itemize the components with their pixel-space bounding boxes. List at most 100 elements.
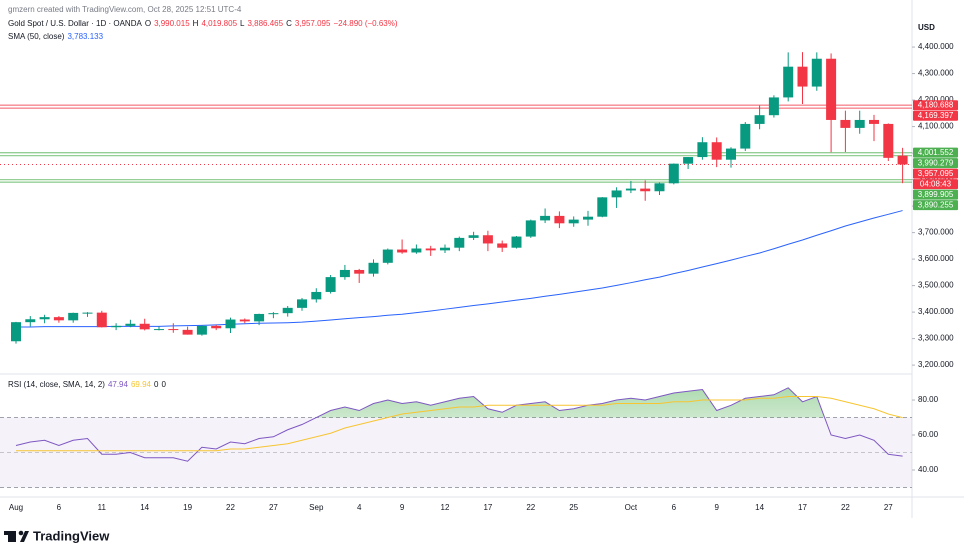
- candle-body: [311, 291, 322, 300]
- candle-body: [254, 313, 265, 322]
- x-tick-label: Oct: [625, 503, 638, 512]
- candle-body: [897, 155, 908, 165]
- candle-body: [754, 115, 765, 124]
- x-tick-label: 27: [884, 503, 893, 512]
- candle-body: [468, 235, 479, 238]
- y-tick-label: 4,100.000: [918, 122, 954, 131]
- ohlc-value: 3,886.465: [247, 19, 284, 28]
- change: −24.890 (−0.63%): [333, 19, 398, 28]
- candle-body: [826, 58, 837, 120]
- candle-body: [211, 325, 222, 329]
- price-label: 3,957.095: [918, 169, 954, 178]
- x-tick-label: 12: [441, 503, 450, 512]
- y-tick-label: 80.00: [918, 395, 939, 404]
- candle-body: [68, 312, 79, 321]
- candle-body: [482, 235, 493, 244]
- x-tick-label: 27: [269, 503, 278, 512]
- price-label-box: [913, 168, 958, 179]
- candle-body: [711, 142, 722, 160]
- candle-body: [597, 197, 608, 217]
- candle-body: [196, 325, 207, 335]
- symbol: Gold Spot / U.S. Dollar · 1D · OANDA: [8, 19, 142, 28]
- candle-body: [154, 329, 164, 331]
- candle-body: [339, 269, 350, 278]
- rsi-overbought-fill: [316, 387, 825, 418]
- candle-body: [411, 248, 422, 253]
- price-label: 3,890.255: [918, 200, 954, 209]
- candle-body: [797, 66, 808, 87]
- ohlc-value: 3,957.095: [294, 19, 331, 28]
- x-tick-label: 22: [226, 503, 235, 512]
- x-tick-label: 17: [798, 503, 807, 512]
- rsi-legend-value: 0: [161, 380, 166, 389]
- currency: USD: [918, 23, 935, 32]
- candle-body: [268, 313, 279, 315]
- candle-body: [225, 319, 236, 329]
- candle-body: [625, 188, 636, 191]
- rsi-line: [15, 387, 903, 462]
- candle-body: [239, 319, 250, 322]
- price-label-box: [913, 110, 958, 121]
- candle-body: [525, 220, 536, 237]
- x-tick-label: 6: [672, 503, 677, 512]
- candle-body: [768, 97, 779, 116]
- credit: gmzern created with TradingView.com, Oct…: [8, 5, 241, 14]
- x-tick-label: 22: [841, 503, 850, 512]
- candle-body: [111, 325, 122, 328]
- candle-body: [82, 312, 93, 314]
- candle-body: [53, 317, 64, 321]
- price-label-box: [913, 100, 958, 111]
- candle-body: [854, 119, 865, 128]
- candle-body: [39, 317, 50, 320]
- candle-body: [640, 188, 651, 192]
- y-tick-label: 3,600.000: [918, 254, 954, 263]
- candle-body: [540, 215, 551, 221]
- candle-body: [654, 183, 665, 192]
- candle-body: [611, 190, 622, 198]
- candle-body: [11, 322, 21, 342]
- x-tick-label: 4: [357, 503, 362, 512]
- candle-body: [511, 236, 522, 248]
- candle-body: [568, 219, 579, 224]
- candle-body: [125, 323, 136, 326]
- y-tick-label: 3,700.000: [918, 228, 954, 237]
- candle-body: [883, 123, 894, 158]
- candle-body: [740, 123, 751, 149]
- sma-legend: SMA (50, close) 3,783.133: [8, 32, 103, 41]
- x-tick-label: Sep: [309, 503, 324, 512]
- candle-body: [168, 329, 179, 331]
- x-tick-label: 14: [140, 503, 149, 512]
- price-label-box: [913, 147, 958, 158]
- candle-body: [683, 157, 694, 164]
- rsi-legend: RSI (14, close, SMA, 14, 2) 47.94 69.94 0 0: [8, 380, 166, 389]
- candle-body: [454, 237, 465, 248]
- candle-body: [869, 119, 879, 124]
- price-label: 4,169.397: [918, 111, 954, 120]
- candle-body: [96, 312, 107, 328]
- price-label-box: [913, 179, 958, 190]
- candle-body: [382, 249, 393, 263]
- ohlc-label: H: [192, 19, 199, 28]
- rsi-title: RSI (14, close, SMA, 14, 2): [8, 380, 105, 389]
- sma-line: [16, 210, 903, 328]
- ohlc-label: O: [144, 19, 152, 28]
- sma-value: 3,783.133: [67, 32, 104, 41]
- y-tick-label: 3,200.000: [918, 360, 954, 369]
- candle-body: [840, 119, 851, 128]
- credit-text: gmzern created with TradingView.com, Oct…: [8, 5, 242, 14]
- candle-body: [783, 66, 794, 98]
- candle-body: [182, 329, 193, 335]
- price-label: 4,001.552: [918, 148, 954, 157]
- price-label-box: [913, 158, 958, 169]
- candle-body: [297, 299, 307, 308]
- y-tick-label: 3,500.000: [918, 281, 954, 290]
- rsi-legend-value: 47.94: [107, 380, 128, 389]
- y-tick-label: 3,400.000: [918, 307, 954, 316]
- ohlc-value: 4,019.805: [201, 19, 238, 28]
- candle-body: [497, 243, 508, 248]
- candle-body: [397, 249, 408, 253]
- candle-body: [368, 262, 379, 274]
- price-label: 3,899.905: [918, 190, 954, 199]
- x-tick-label: Aug: [9, 503, 23, 512]
- candle-body: [25, 319, 36, 323]
